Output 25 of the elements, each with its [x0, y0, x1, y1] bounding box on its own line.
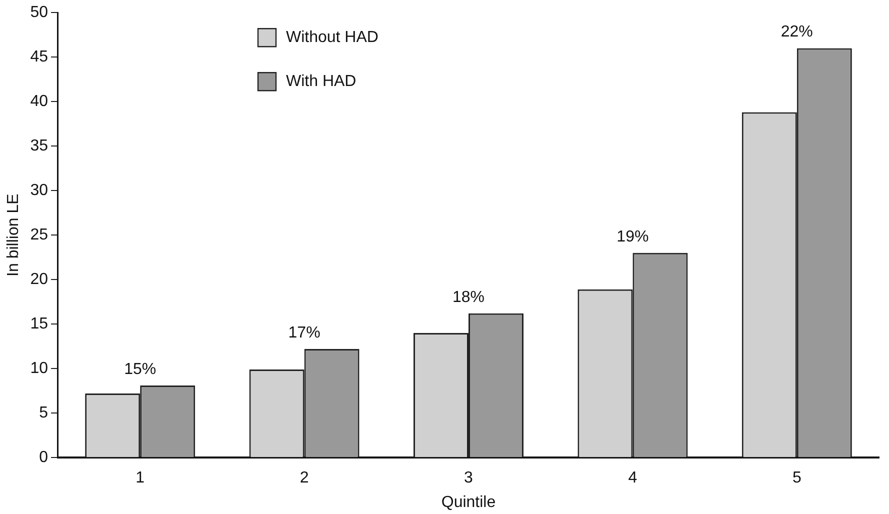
y-tick-label: 25	[30, 226, 48, 244]
y-tick-label: 50	[30, 4, 48, 22]
x-tick-label: 3	[464, 470, 474, 487]
annotation: 17%	[288, 324, 320, 342]
x-tick-label: 2	[300, 470, 309, 487]
y-tick-label: 30	[30, 182, 48, 200]
y-tick-label: 5	[39, 404, 48, 422]
x-axis-title: Quintile	[441, 494, 496, 511]
annotation: 18%	[452, 288, 485, 306]
y-axis-title: In billion LE	[5, 194, 22, 276]
legend-label: With HAD	[286, 73, 356, 90]
y-tick-label: 35	[30, 138, 48, 155]
y-tick-label: 20	[30, 271, 48, 288]
y-tick-label: 0	[39, 449, 48, 466]
x-tick-label: 1	[136, 470, 145, 487]
y-tick-label: 45	[30, 48, 48, 66]
x-tick-label: 4	[628, 470, 638, 487]
annotation: 15%	[124, 360, 156, 378]
annotation: 19%	[616, 228, 649, 246]
legend-label: Without HAD	[286, 29, 378, 46]
annotation: 22%	[780, 24, 813, 41]
x-tick-label: 5	[792, 470, 802, 487]
y-tick-label: 40	[30, 93, 48, 110]
y-tick-label: 15	[30, 316, 48, 333]
y-tick-label: 10	[30, 360, 48, 378]
